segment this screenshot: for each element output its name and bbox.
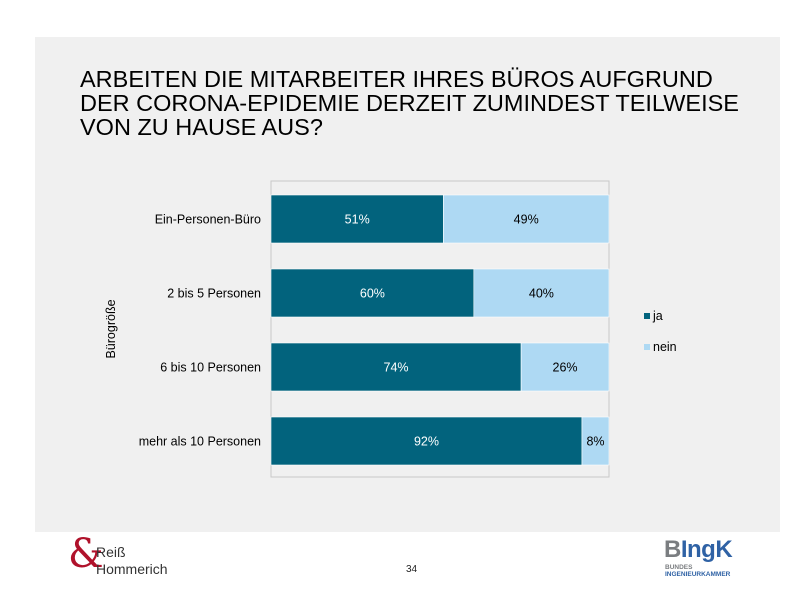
slide-title: ARBEITEN DIE MITARBEITER IHRES BÜROS AUF… xyxy=(80,67,760,139)
plot-frame xyxy=(270,180,610,478)
logo-text-reiss: Reiß xyxy=(96,544,126,560)
logo-text-hommerich: Hommerich xyxy=(96,561,168,577)
legend-label-nein: nein xyxy=(653,340,677,354)
data-label-ja: 51% xyxy=(345,213,370,227)
category-label: 6 bis 10 Personen xyxy=(160,361,261,375)
bar-ja xyxy=(270,342,522,392)
reiss-hommerich-logo: & Reiß Hommerich xyxy=(68,531,188,583)
bar-ja xyxy=(270,194,444,244)
data-label-nein: 49% xyxy=(514,213,539,227)
logo-text-ingenieurkammer: INGENIEURKAMMER xyxy=(665,571,731,578)
bar-ja xyxy=(270,268,475,318)
legend-swatch-ja xyxy=(644,313,650,319)
data-label-ja: 74% xyxy=(384,361,409,375)
data-label-ja: 60% xyxy=(360,287,385,301)
y-axis-label: Bürogröße xyxy=(104,299,118,358)
data-label-ja: 92% xyxy=(414,435,439,449)
title-line-2: DER CORONA-EPIDEMIE DERZEIT ZUMINDEST TE… xyxy=(80,90,739,116)
data-label-nein: 8% xyxy=(586,435,604,449)
bar-nein xyxy=(473,268,610,318)
page-number: 34 xyxy=(406,564,418,575)
title-line-3: VON ZU HAUSE AUS? xyxy=(80,114,323,140)
legend-label-ja: ja xyxy=(652,309,663,323)
logo-bingk-wordmark: BIngK xyxy=(664,536,733,564)
category-label: mehr als 10 Personen xyxy=(139,435,261,449)
bingk-logo: BIngK BUNDES INGENIEURKAMMER xyxy=(664,536,764,583)
category-label: Ein-Personen-Büro xyxy=(155,213,261,227)
bar-nein xyxy=(520,342,610,392)
bar-nein xyxy=(443,194,610,244)
ampersand-logo-mark: & xyxy=(68,531,104,577)
bar-nein xyxy=(581,416,610,466)
legend-swatch-nein xyxy=(644,344,650,350)
title-line-1: ARBEITEN DIE MITARBEITER IHRES BÜROS AUF… xyxy=(80,66,713,92)
data-label-nein: 40% xyxy=(529,287,554,301)
logo-b: B xyxy=(664,536,681,563)
data-label-nein: 26% xyxy=(553,361,578,375)
logo-ingk: IngK xyxy=(680,536,733,563)
bar-ja xyxy=(270,416,583,466)
logo-text-bundes: BUNDES xyxy=(665,564,693,571)
category-label: 2 bis 5 Personen xyxy=(167,287,261,301)
